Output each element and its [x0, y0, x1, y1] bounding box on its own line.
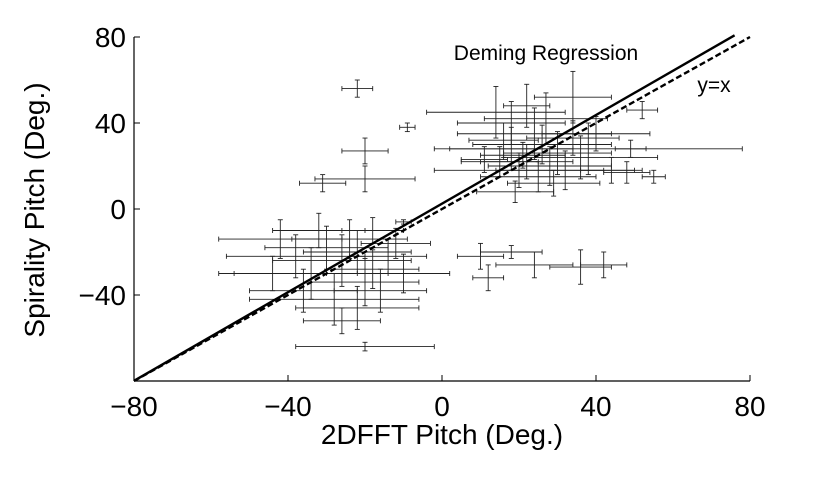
data-point [426, 85, 566, 139]
tick-labels: −80 −40 0 40 80 −40 0 40 80 [79, 22, 766, 422]
data-point [314, 165, 416, 193]
data-point [614, 139, 647, 158]
data-point [526, 120, 620, 156]
data-point [326, 249, 420, 289]
data-point [249, 268, 358, 313]
y-axis-label: Spirality Pitch (Deg.) [19, 82, 50, 337]
data-point [460, 146, 508, 173]
data-point [225, 234, 366, 279]
deming-regression-line [133, 34, 736, 382]
data-point [456, 101, 566, 145]
data-point [456, 242, 505, 270]
data-point [483, 92, 608, 145]
data-point [299, 174, 347, 193]
data-point [503, 131, 612, 176]
x-tick-label: 40 [580, 391, 611, 422]
regression-lines [133, 34, 751, 383]
data-point [295, 285, 420, 330]
x-tick-label: −80 [110, 391, 158, 422]
identity-line [133, 35, 751, 383]
data-point [341, 79, 374, 98]
regression-annotation: Deming Regression [454, 42, 638, 65]
data-point [603, 161, 651, 184]
data-point [264, 225, 389, 270]
x-tick-label: 80 [734, 391, 765, 422]
y-tick-label: 0 [110, 194, 126, 225]
data-point [641, 169, 666, 184]
data-point [580, 156, 643, 184]
y-tick-label: 80 [95, 22, 126, 53]
data-point [399, 122, 416, 133]
data-points [218, 70, 743, 352]
x-tick-label: 0 [434, 391, 450, 422]
data-point [218, 219, 343, 259]
data-point [218, 255, 327, 292]
data-point [310, 258, 420, 307]
data-point [580, 251, 628, 279]
data-point [433, 122, 743, 176]
identity-annotation: y=x [697, 74, 731, 97]
data-point [468, 122, 539, 158]
data-point [480, 245, 543, 259]
y-tick-label: 40 [95, 108, 126, 139]
data-point [541, 116, 651, 152]
data-point [302, 307, 381, 335]
data-point [472, 124, 612, 165]
data-point [626, 101, 659, 120]
data-point [503, 83, 551, 128]
y-tick-label: −40 [79, 280, 127, 311]
x-axis-label: 2DFFT Pitch (Deg.) [321, 419, 563, 450]
data-point [472, 264, 505, 292]
data-point [533, 70, 612, 124]
data-point [341, 137, 389, 165]
data-point [495, 251, 574, 279]
data-point [295, 341, 435, 352]
x-tick-label: −40 [264, 391, 312, 422]
data-point [356, 253, 451, 294]
